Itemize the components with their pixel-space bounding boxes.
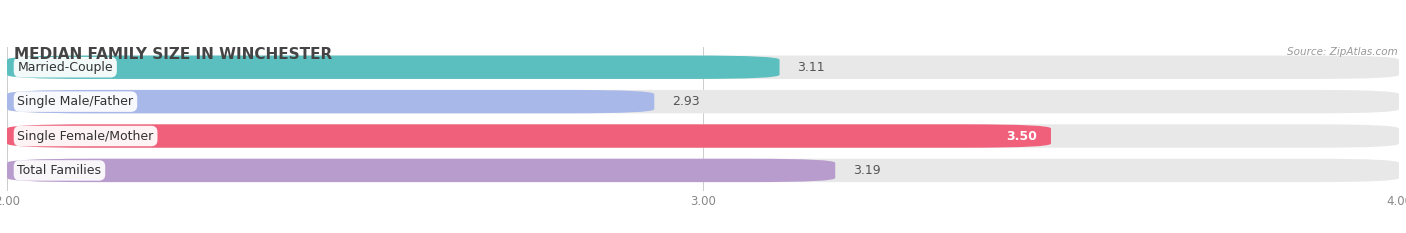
Text: MEDIAN FAMILY SIZE IN WINCHESTER: MEDIAN FAMILY SIZE IN WINCHESTER	[14, 47, 332, 62]
FancyBboxPatch shape	[7, 124, 1399, 148]
Text: 3.19: 3.19	[852, 164, 880, 177]
Text: Source: ZipAtlas.com: Source: ZipAtlas.com	[1286, 47, 1398, 57]
Text: Total Families: Total Families	[17, 164, 101, 177]
FancyBboxPatch shape	[7, 90, 654, 113]
FancyBboxPatch shape	[7, 159, 835, 182]
Text: Single Male/Father: Single Male/Father	[17, 95, 134, 108]
Text: 3.50: 3.50	[1007, 130, 1038, 143]
Text: 2.93: 2.93	[672, 95, 699, 108]
Text: 3.11: 3.11	[797, 61, 824, 74]
FancyBboxPatch shape	[7, 55, 1399, 79]
FancyBboxPatch shape	[7, 159, 1399, 182]
Text: Married-Couple: Married-Couple	[17, 61, 112, 74]
FancyBboxPatch shape	[7, 124, 1050, 148]
Text: Single Female/Mother: Single Female/Mother	[17, 130, 153, 143]
FancyBboxPatch shape	[7, 55, 779, 79]
FancyBboxPatch shape	[7, 90, 1399, 113]
